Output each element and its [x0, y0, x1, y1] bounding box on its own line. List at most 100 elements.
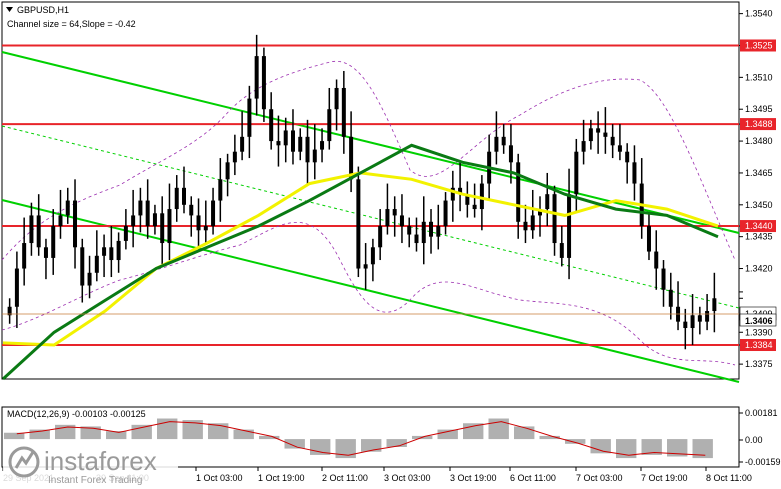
candle-body — [392, 209, 397, 216]
candle-body — [559, 243, 564, 258]
envelope-bands — [1, 60, 736, 366]
candle-body — [370, 247, 375, 265]
macd-axis: 0.00181 0.00 -0.00159 — [739, 408, 781, 467]
time-tick-label: 3 Oct 03:00 — [384, 473, 431, 483]
candle-body — [588, 128, 593, 142]
candle-body — [298, 136, 303, 152]
candle-body — [51, 226, 56, 258]
candle-body — [705, 311, 710, 322]
candle-body — [443, 200, 448, 227]
candle-body — [109, 247, 114, 261]
macd-bar — [463, 423, 484, 440]
candle-body — [131, 215, 136, 227]
candle-body — [36, 215, 41, 248]
support-resistance-levels — [2, 44, 739, 347]
candle-body — [65, 200, 70, 216]
macd-bar — [106, 431, 127, 440]
candle-body — [138, 200, 143, 216]
candle-body — [276, 141, 281, 146]
time-tick-label: 6 Oct 11:00 — [510, 473, 556, 483]
symbol-label: GBPUSD,H1 — [17, 5, 69, 15]
candle-body — [240, 136, 245, 152]
candle-body — [421, 221, 426, 244]
chart-menu-triangle-icon[interactable] — [6, 7, 13, 12]
level-price-tag — [740, 118, 776, 131]
candle-body — [385, 209, 390, 227]
macd-bar — [233, 429, 254, 440]
candle-body — [305, 136, 310, 163]
candle-body — [87, 272, 92, 286]
time-tick-label: 7 Oct 19:00 — [641, 473, 688, 483]
candle-body — [254, 56, 259, 99]
candle-body — [567, 194, 572, 258]
price-tick-label: 1.3390 — [745, 327, 773, 337]
macd-bar — [29, 429, 50, 440]
macd-bar — [539, 435, 560, 440]
macd-tick-zero: 0.00 — [745, 435, 763, 445]
time-tick-label: 1 Oct 19:00 — [258, 473, 305, 483]
channel-upper-line — [1, 51, 740, 234]
macd-bar — [692, 439, 713, 459]
candle-body — [356, 179, 361, 269]
candle-body — [538, 209, 542, 216]
fast-moving-average — [1, 143, 719, 381]
candle-body — [167, 209, 172, 244]
candle-body — [334, 87, 339, 110]
candle-body — [472, 204, 477, 210]
time-tick-label: 8 Oct 11:00 — [706, 473, 752, 483]
candle-body — [414, 234, 419, 244]
macd-bar — [488, 418, 509, 440]
candle-body — [654, 251, 659, 269]
macd-bar — [437, 429, 458, 440]
macd-bar — [335, 439, 356, 459]
level-price-tag — [740, 220, 776, 233]
candle-body — [617, 145, 622, 152]
current-price-tag: 1.3409 1.3406 — [2, 306, 777, 327]
candle-body — [116, 240, 121, 261]
macd-bar — [590, 439, 611, 454]
macd-bar — [80, 426, 101, 440]
channel-info-label: Channel size = 64,Slope = -0.42 — [7, 19, 136, 29]
macd-bar — [208, 423, 229, 440]
macd-title: MACD(12,26,9) -0.00103 -0.00125 — [7, 409, 146, 419]
candle-body — [189, 204, 194, 216]
candle-body — [399, 215, 404, 227]
candle-body — [225, 162, 230, 180]
candle-body — [603, 132, 608, 137]
candle-body — [290, 130, 295, 152]
macd-bar — [514, 426, 535, 440]
price-axis: 1.3540 1.3525 1.3510 1.3495 1.3488 1.3480 1.34… — [739, 9, 776, 369]
candle-body — [174, 187, 179, 210]
candle-body — [683, 321, 688, 329]
candle-body — [327, 109, 332, 142]
candle-body — [516, 162, 521, 222]
candle-body — [668, 289, 673, 307]
candle-body — [632, 162, 637, 184]
channel-middle-line — [1, 125, 740, 309]
level-price-tag — [740, 39, 776, 52]
candle-body — [312, 149, 317, 163]
candle-body — [574, 151, 579, 195]
candle-body — [196, 215, 201, 231]
candle-body — [690, 315, 695, 329]
macd-bar — [565, 439, 586, 444]
candle-body — [152, 213, 157, 227]
candle-body — [269, 109, 274, 142]
candle-body — [7, 306, 12, 316]
macd-tick-top: 0.00181 — [745, 408, 778, 418]
candle-body — [508, 145, 513, 163]
candle-body — [479, 183, 484, 210]
candle-body — [661, 268, 666, 290]
price-tick-label: 1.3465 — [745, 168, 773, 178]
candle-body — [261, 56, 266, 110]
candle-body — [458, 187, 463, 195]
candle-body — [429, 221, 434, 237]
candlesticks — [7, 34, 717, 350]
instaforex-watermark: instaforex Instant Forex Trading — [3, 442, 178, 486]
envelope-upper — [1, 60, 736, 261]
main-chart-frame — [1, 1, 740, 380]
candle-body — [182, 187, 186, 205]
price-tick-label: 1.3540 — [745, 9, 773, 19]
candle-body — [545, 194, 550, 210]
